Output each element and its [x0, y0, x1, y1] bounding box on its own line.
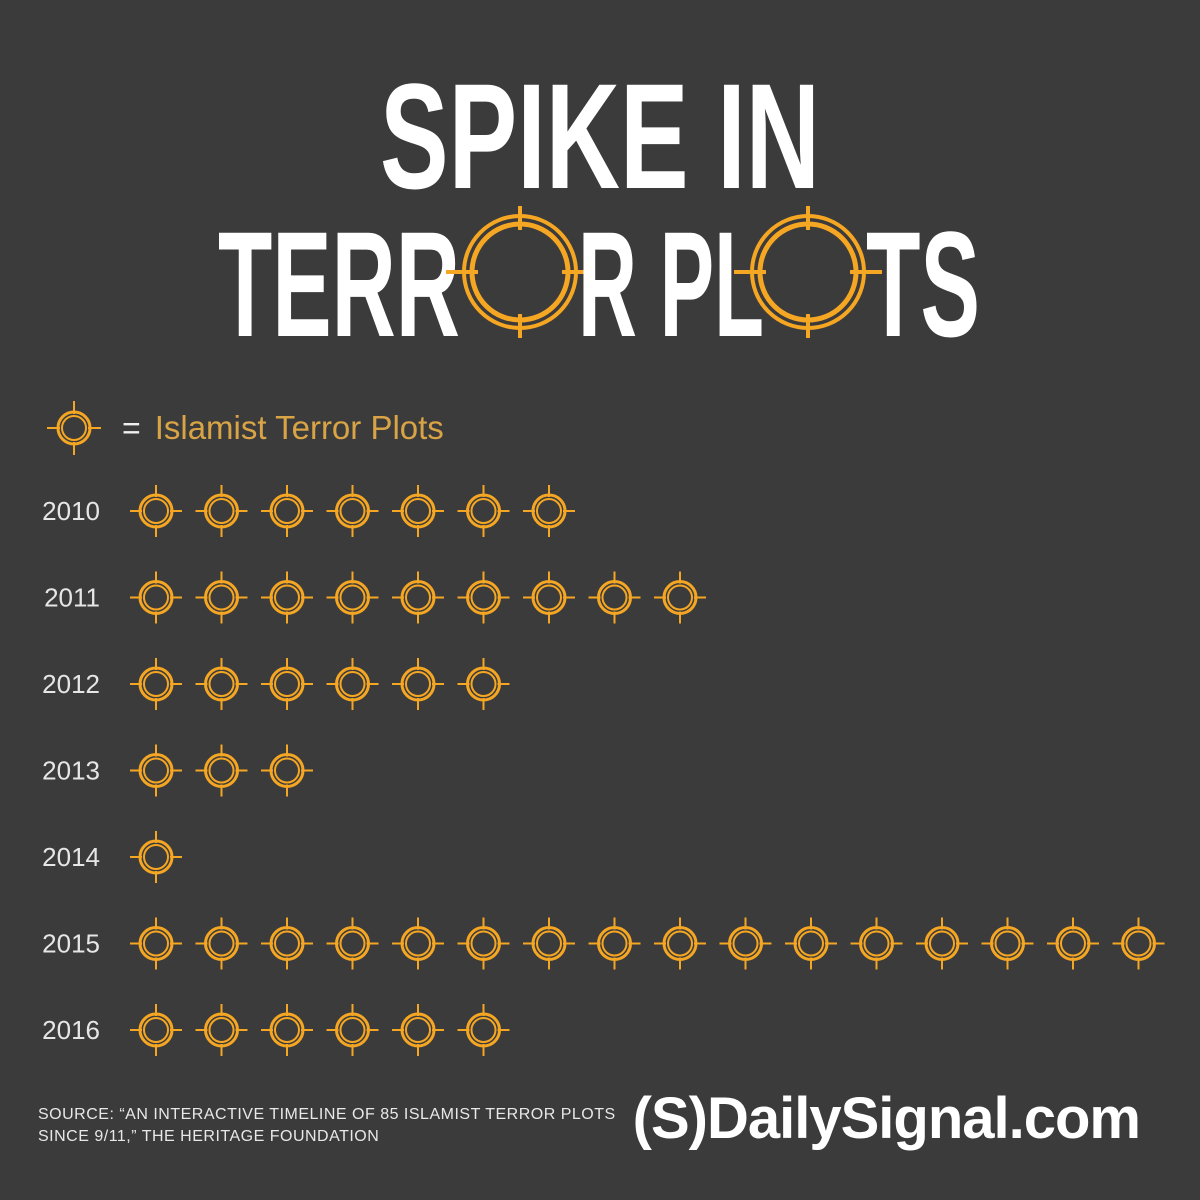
crosshair-icon [261, 744, 313, 797]
crosshair-icon [457, 485, 510, 537]
crosshair-icon [130, 831, 182, 883]
crosshair-icon [523, 485, 575, 537]
crosshair-icon [785, 917, 837, 970]
crosshair-icon [195, 744, 248, 797]
legend: = Islamist Terror Plots [44, 400, 444, 456]
crosshair-icon [326, 1004, 379, 1056]
crosshair-icon [1112, 917, 1165, 970]
source-note: SOURCE: “AN INTERACTIVE TIMELINE OF 85 I… [38, 1104, 616, 1148]
title-line-2-part-2: R PL [578, 200, 764, 360]
year-label: 2016 [42, 1015, 100, 1045]
crosshair-icon [916, 917, 968, 970]
crosshair-icon [457, 571, 510, 624]
year-label: 2012 [42, 669, 100, 699]
crosshair-icon [261, 485, 313, 537]
legend-equals: = [122, 409, 141, 446]
crosshair-icon [457, 917, 510, 970]
title-crosshair-icon-o-2 [734, 206, 882, 338]
crosshair-icon [130, 658, 182, 710]
crosshair-icon [130, 744, 182, 797]
crosshair-icon [326, 658, 379, 710]
pictograph-chart: 2010 2011 2012 2013 2014 2015 2016 [42, 485, 1165, 1056]
crosshair-icon [195, 485, 248, 537]
title-graphic: SPIKE IN TERR R PL TS [218, 52, 980, 360]
crosshair-icon [261, 1004, 313, 1056]
year-label: 2011 [44, 583, 100, 613]
crosshair-icon [850, 917, 903, 970]
title-line-2-part-1: TERR [218, 200, 460, 360]
crosshair-icon [457, 1004, 510, 1056]
crosshair-icon [130, 571, 182, 624]
crosshair-icon [654, 571, 706, 624]
crosshair-icon [719, 917, 772, 970]
crosshair-icon [588, 571, 641, 624]
crosshair-icon [392, 1004, 444, 1056]
crosshair-icon [1047, 917, 1099, 970]
source-line-2: SINCE 9/11,” THE HERITAGE FOUNDATION [38, 1128, 380, 1145]
crosshair-icon [130, 917, 182, 970]
crosshair-icon [588, 917, 641, 970]
crosshair-icon [523, 571, 575, 624]
crosshair-icon [47, 401, 101, 455]
crosshair-icon [457, 658, 510, 710]
brand-logo[interactable]: (S)DailySignal.com [632, 1086, 1141, 1151]
pictograph-row [130, 571, 706, 624]
crosshair-icon [981, 917, 1034, 970]
crosshair-icon [195, 917, 248, 970]
crosshair-icon [195, 571, 248, 624]
crosshair-icon [130, 1004, 182, 1056]
pictograph-row [130, 917, 1165, 970]
crosshair-icon [261, 658, 313, 710]
crosshair-icon [195, 658, 248, 710]
crosshair-icon [326, 917, 379, 970]
title-crosshair-icon-o [446, 206, 594, 338]
crosshair-icon [392, 917, 444, 970]
crosshair-icon [654, 917, 706, 970]
year-label: 2013 [42, 756, 100, 786]
crosshair-icon [261, 571, 313, 624]
crosshair-icon [523, 917, 575, 970]
crosshair-icon [392, 485, 444, 537]
crosshair-icon [392, 571, 444, 624]
crosshair-icon [130, 485, 182, 537]
pictograph-row [130, 485, 575, 537]
year-label: 2014 [42, 842, 100, 872]
crosshair-icon [195, 1004, 248, 1056]
legend-label: Islamist Terror Plots [154, 409, 444, 446]
year-label: 2015 [42, 929, 100, 959]
crosshair-icon [392, 658, 444, 710]
pictograph-row [130, 1004, 510, 1056]
source-line-1: SOURCE: “AN INTERACTIVE TIMELINE OF 85 I… [38, 1106, 616, 1123]
pictograph-row [130, 744, 313, 797]
crosshair-icon [326, 571, 379, 624]
title-line-2-part-3: TS [866, 200, 980, 360]
title-line-1: SPIKE IN [380, 52, 820, 220]
pictograph-row [130, 658, 510, 710]
pictograph-row [130, 831, 182, 883]
crosshair-icon [261, 917, 313, 970]
crosshair-icon [326, 485, 379, 537]
year-label: 2010 [42, 496, 100, 526]
